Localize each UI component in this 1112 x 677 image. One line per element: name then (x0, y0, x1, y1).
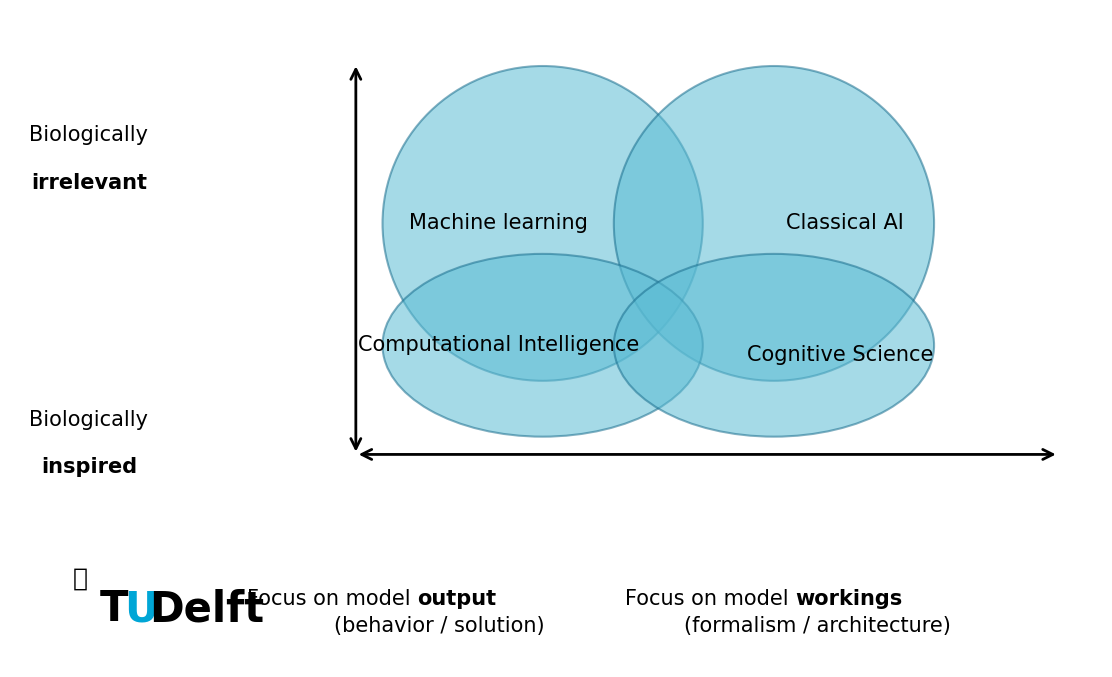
Text: (behavior / solution): (behavior / solution) (334, 616, 545, 636)
Text: Focus on model: Focus on model (625, 589, 795, 609)
Text: (formalism / architecture): (formalism / architecture) (684, 616, 951, 636)
Text: Focus on model: Focus on model (247, 589, 417, 609)
Text: Biologically: Biologically (29, 125, 149, 146)
Text: Machine learning: Machine learning (409, 213, 587, 234)
Text: irrelevant: irrelevant (31, 173, 147, 193)
Ellipse shape (614, 66, 934, 381)
Text: T: T (100, 588, 129, 630)
Text: 🔥: 🔥 (72, 567, 88, 591)
Ellipse shape (383, 66, 703, 381)
Text: Computational Intelligence: Computational Intelligence (358, 335, 638, 355)
Text: workings: workings (795, 589, 902, 609)
Text: U: U (125, 588, 158, 630)
Ellipse shape (614, 254, 934, 437)
Text: Classical AI: Classical AI (786, 213, 904, 234)
Ellipse shape (383, 254, 703, 437)
Text: Cognitive Science: Cognitive Science (747, 345, 934, 366)
Text: output: output (417, 589, 496, 609)
Text: Delft: Delft (149, 588, 265, 630)
Text: inspired: inspired (41, 457, 137, 477)
Text: Biologically: Biologically (29, 410, 149, 430)
